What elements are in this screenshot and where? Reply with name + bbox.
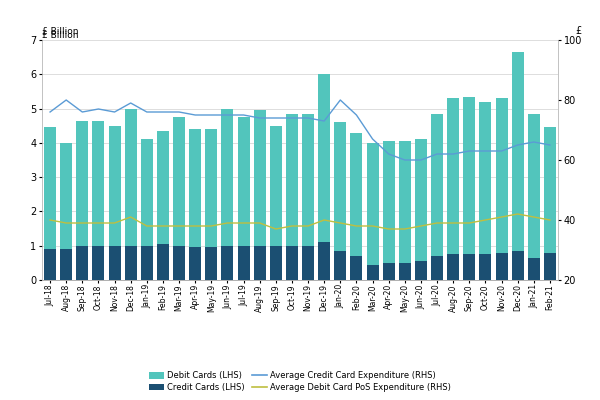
Bar xyxy=(60,249,72,280)
Bar xyxy=(221,108,233,246)
Bar xyxy=(92,246,104,280)
Bar xyxy=(479,254,491,280)
Bar xyxy=(350,256,362,280)
Bar xyxy=(44,128,56,249)
Text: £ Billion: £ Billion xyxy=(42,31,79,40)
Bar xyxy=(512,52,524,251)
Bar xyxy=(350,132,362,256)
Bar xyxy=(431,256,443,280)
Bar xyxy=(189,129,201,248)
Bar xyxy=(109,246,121,280)
Bar xyxy=(399,263,411,280)
Bar xyxy=(334,122,346,251)
Bar xyxy=(479,102,491,254)
Bar xyxy=(399,141,411,263)
Bar xyxy=(496,252,508,280)
Bar xyxy=(125,108,137,246)
Bar xyxy=(238,246,250,280)
Bar xyxy=(286,114,298,246)
Bar xyxy=(109,126,121,246)
Text: £: £ xyxy=(576,26,582,36)
Text: £ Billion: £ Billion xyxy=(42,27,79,36)
Bar xyxy=(367,264,379,280)
Bar xyxy=(318,242,330,280)
Bar xyxy=(415,261,427,280)
Bar xyxy=(60,143,72,249)
Legend: Debit Cards (LHS), Credit Cards (LHS), Average Credit Card Expenditure (RHS), Av: Debit Cards (LHS), Credit Cards (LHS), A… xyxy=(149,371,451,392)
Bar xyxy=(367,143,379,264)
Bar xyxy=(238,117,250,246)
Bar xyxy=(221,246,233,280)
Bar xyxy=(270,126,282,246)
Bar xyxy=(447,98,459,254)
Bar xyxy=(496,98,508,252)
Bar xyxy=(334,251,346,280)
Bar xyxy=(254,110,266,246)
Bar xyxy=(254,246,266,280)
Bar xyxy=(44,249,56,280)
Bar xyxy=(141,246,153,280)
Bar xyxy=(302,114,314,246)
Bar xyxy=(205,248,217,280)
Bar xyxy=(415,140,427,261)
Bar xyxy=(528,258,540,280)
Bar xyxy=(173,117,185,246)
Bar xyxy=(76,246,88,280)
Bar xyxy=(463,254,475,280)
Bar xyxy=(189,248,201,280)
Bar xyxy=(157,131,169,244)
Bar xyxy=(512,251,524,280)
Bar xyxy=(544,252,556,280)
Bar xyxy=(173,246,185,280)
Bar xyxy=(431,114,443,256)
Bar xyxy=(302,246,314,280)
Bar xyxy=(76,120,88,246)
Bar xyxy=(447,254,459,280)
Bar xyxy=(544,128,556,252)
Bar xyxy=(286,246,298,280)
Bar xyxy=(318,74,330,242)
Bar xyxy=(125,246,137,280)
Bar xyxy=(92,120,104,246)
Bar xyxy=(528,114,540,258)
Bar xyxy=(157,244,169,280)
Bar xyxy=(205,129,217,248)
Bar xyxy=(383,141,395,263)
Bar xyxy=(383,263,395,280)
Bar xyxy=(270,246,282,280)
Bar xyxy=(141,140,153,246)
Bar xyxy=(463,96,475,254)
